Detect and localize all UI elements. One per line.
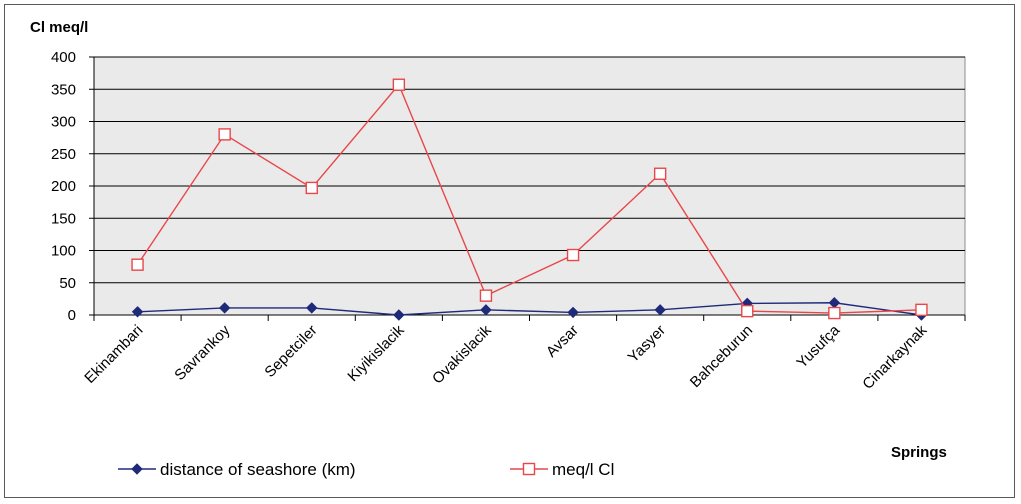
data-point (305, 181, 318, 195)
data-point (915, 303, 928, 317)
axes (89, 56, 966, 321)
x-tick-label: Yasyer (625, 322, 669, 366)
x-tick-labels: Ekinambari Savrankoy Sepetciler Kiyikislaci… (81, 321, 930, 392)
legend: distance of seashore (km) meq/l Cl (118, 460, 614, 479)
y-tick-label-0: 0 (68, 307, 76, 324)
legend-label: meq/l Cl (552, 460, 614, 479)
data-point (218, 302, 231, 314)
x-tick-label: Kiyikislacik (344, 321, 408, 385)
y-tick-label-200: 200 (51, 178, 76, 195)
data-point (566, 248, 580, 262)
x-tick-label: Ekinambari (81, 322, 146, 387)
data-point (131, 258, 144, 271)
x-tick-label: Cinarkaynak (859, 321, 930, 392)
data-point (567, 306, 579, 319)
x-tick-label: Ovakislacik (429, 321, 495, 387)
legend-entry-1: distance of seashore (km) (118, 460, 356, 479)
y-tick-label-100: 100 (51, 243, 76, 260)
y-tick-label-250: 250 (51, 146, 76, 163)
data-point (218, 128, 231, 141)
data-point (393, 309, 405, 321)
data-point (654, 304, 666, 316)
data-point (653, 167, 667, 180)
legend-entry-2: meq/l Cl (510, 460, 614, 479)
x-tick-label: Sepetciler (261, 322, 320, 381)
series-line (136, 83, 922, 314)
y-tick-label-300: 300 (51, 114, 76, 131)
series-lines (131, 78, 928, 321)
y-tick-label-150: 150 (51, 210, 76, 227)
legend-label: distance of seashore (km) (160, 460, 356, 479)
series-line (137, 302, 922, 316)
line-chart: 0 50 100 150 200 250 300 350 400 Ekinambari Savra… (30, 19, 966, 479)
legend-marker (131, 463, 143, 475)
data-point (480, 304, 492, 316)
data-point (392, 78, 406, 91)
data-point (131, 306, 144, 318)
x-tick-label: Savrankoy (171, 321, 233, 383)
y-axis-title: Cl meq/l (30, 19, 88, 36)
data-point (741, 304, 754, 318)
gridlines (94, 56, 965, 284)
y-tick-label-350: 350 (51, 81, 76, 98)
legend-marker (522, 462, 536, 476)
x-axis-title: Springs (891, 444, 947, 461)
data-point (306, 302, 318, 314)
series-2 (131, 78, 928, 320)
y-tick-label-400: 400 (51, 49, 76, 66)
chart-frame: 0 50 100 150 200 250 300 350 400 Ekinambari Savra… (4, 4, 1015, 498)
x-tick-label: Bahceburun (687, 322, 756, 391)
data-point (479, 289, 493, 302)
x-tick-label: Avsar (543, 322, 582, 361)
y-tick-labels: 0 50 100 150 200 250 300 350 400 (51, 49, 76, 324)
x-tick-label: Yusufça (793, 321, 843, 371)
y-tick-label-50: 50 (59, 275, 76, 292)
data-point (828, 306, 841, 320)
